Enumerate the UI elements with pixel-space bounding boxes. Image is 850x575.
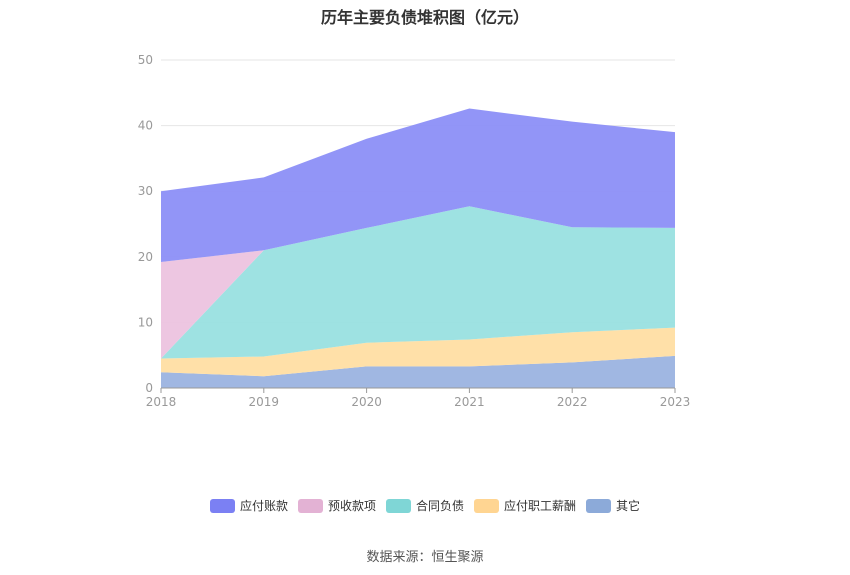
series-area xyxy=(161,355,675,388)
chart-title: 历年主要负债堆积图（亿元） xyxy=(320,8,529,27)
legend-swatch xyxy=(474,498,499,513)
axes: 0 10 20 30 40 50 2018 2019 2020 2021 2022 2023 xyxy=(138,53,691,409)
y-tick-label: 30 xyxy=(138,184,153,198)
x-tick-label: 2021 xyxy=(454,395,485,409)
data-source-note: 数据来源：恒生聚源 xyxy=(366,550,484,565)
y-tick-label: 10 xyxy=(138,315,153,329)
legend-item-contract-liabilities[interactable]: 合同负债 xyxy=(385,497,464,514)
legend-label: 其它 xyxy=(616,499,641,513)
y-tick-label: 20 xyxy=(138,250,153,264)
legend-label: 预收款项 xyxy=(327,499,376,513)
legend-item-accounts-payable[interactable]: 应付账款 xyxy=(209,497,288,514)
series-area xyxy=(161,327,675,377)
x-tick-label: 2022 xyxy=(557,395,588,409)
y-tick-label: 40 xyxy=(138,119,153,133)
series-area xyxy=(161,206,675,359)
legend-swatch xyxy=(297,498,323,513)
legend-swatch xyxy=(209,498,235,513)
legend-swatch xyxy=(385,498,411,513)
x-tick-label: 2019 xyxy=(249,395,280,409)
x-tick-label: 2020 xyxy=(351,395,382,409)
legend: 应付账款 预收款项 合同负债 应付职工薪酬 其它 xyxy=(0,497,850,514)
y-tick-label: 50 xyxy=(138,53,153,67)
y-tick-label: 0 xyxy=(145,381,153,395)
x-tick-label: 2018 xyxy=(146,395,177,409)
series-areas xyxy=(161,108,675,388)
legend-item-employee-payable[interactable]: 应付职工薪酬 xyxy=(474,497,576,514)
legend-item-advance-receipts[interactable]: 预收款项 xyxy=(297,497,376,514)
series-area xyxy=(161,108,675,263)
legend-label: 合同负债 xyxy=(415,499,464,513)
legend-label: 应付账款 xyxy=(239,499,288,513)
legend-swatch xyxy=(586,498,612,513)
x-tick-label: 2023 xyxy=(660,395,691,409)
legend-label: 应付职工薪酬 xyxy=(504,499,577,513)
legend-item-other[interactable]: 其它 xyxy=(586,497,640,514)
